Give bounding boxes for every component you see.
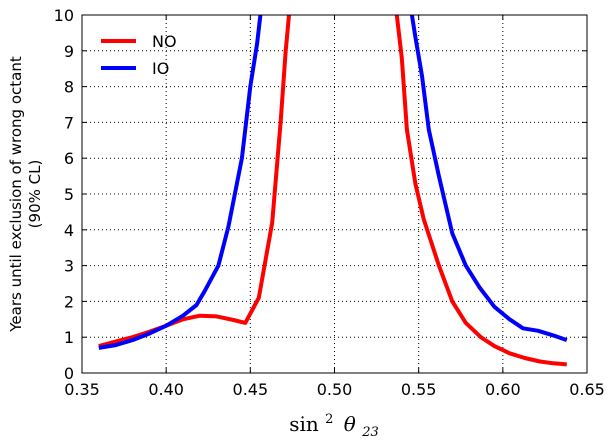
x-tick-label: 0.40 [148, 380, 184, 399]
legend-label-io: IO [152, 59, 169, 78]
y-tick-label: 0 [64, 364, 74, 383]
series-line-no [394, 14, 567, 367]
x-tick-label: 0.65 [569, 380, 605, 399]
series-layer [98, 14, 568, 367]
y-tick-label: 10 [54, 6, 74, 25]
y-tick-label: 9 [64, 42, 74, 61]
x-axis-label-base: sin [289, 412, 319, 436]
legend: NO IO [101, 32, 177, 78]
legend-label-no: NO [152, 32, 177, 51]
y-axis-label-line2: (90% CL) [26, 160, 44, 229]
y-tick-label: 7 [64, 113, 74, 132]
y-axis-label-line1: Years until exclusion of wrong octant [7, 56, 25, 333]
x-tick-label: 0.50 [317, 380, 353, 399]
x-tick-label: 0.45 [233, 380, 269, 399]
x-axis-label-sup: 2 [325, 412, 333, 427]
y-tick-label: 6 [64, 149, 74, 168]
y-tick-label: 4 [64, 221, 74, 240]
y-tick-label: 1 [64, 328, 74, 347]
x-tick-label: 0.35 [64, 380, 100, 399]
series-line-io [98, 14, 263, 350]
x-axis-label: sin 2 θ 23 [289, 404, 379, 440]
ticks-layer: 0.35 0.40 0.45 0.50 0.55 0.60 0.65 0 1 2 3 4 5 6 7 8 9 10 [54, 6, 605, 399]
x-tick-label: 0.60 [485, 380, 521, 399]
series-line-no [98, 14, 291, 349]
y-tick-label: 8 [64, 78, 74, 97]
grid-layer [82, 15, 587, 373]
x-axis-label-theta: θ [344, 412, 356, 436]
y-tick-label: 2 [64, 292, 74, 311]
y-tick-label: 5 [64, 185, 74, 204]
x-axis-label-sub: 23 [361, 425, 379, 440]
x-tick-label: 0.55 [401, 380, 437, 399]
y-tick-label: 3 [64, 257, 74, 276]
series-line-io [409, 14, 568, 342]
